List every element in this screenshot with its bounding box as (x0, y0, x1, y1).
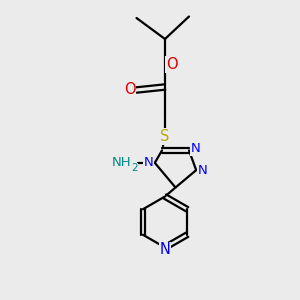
Text: N: N (191, 142, 200, 155)
Text: N: N (143, 156, 153, 170)
Text: N: N (198, 164, 208, 177)
Text: O: O (166, 57, 177, 72)
Text: S: S (160, 129, 170, 144)
Text: O: O (124, 82, 136, 98)
Text: NH: NH (112, 156, 131, 170)
Text: 2: 2 (131, 163, 138, 173)
Text: N: N (160, 242, 170, 257)
